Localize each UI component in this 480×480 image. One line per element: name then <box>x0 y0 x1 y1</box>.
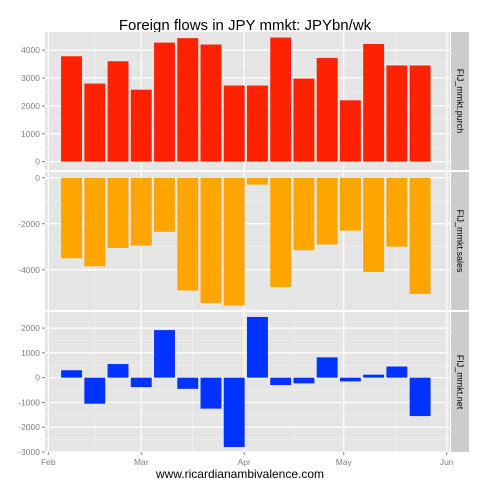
bar <box>154 177 175 232</box>
bar <box>84 377 106 404</box>
bar <box>223 177 245 306</box>
y-tick-label: -1000 <box>18 397 40 407</box>
bar <box>130 377 152 388</box>
bar <box>316 57 338 162</box>
bar <box>177 377 199 389</box>
bar <box>339 177 361 231</box>
y-tick-label: 1000 <box>21 348 40 358</box>
bar <box>61 56 83 162</box>
panel-2: -3000 -2000 -1000 0 1000 2000 FIJ_mmkt.net <box>18 312 469 457</box>
bar <box>247 177 268 185</box>
bar <box>177 38 199 162</box>
x-tick-label: May <box>336 457 353 467</box>
bar <box>386 177 408 247</box>
y-tick-label: -2000 <box>18 422 40 432</box>
bar <box>270 37 292 162</box>
y-tick-label: 2000 <box>21 323 40 333</box>
bar <box>247 85 268 162</box>
y-tick-label: 0 <box>35 157 40 167</box>
bar <box>154 330 175 378</box>
bar <box>130 177 152 246</box>
facet-strip <box>451 32 469 170</box>
bar <box>247 316 268 378</box>
bar <box>61 370 83 378</box>
bar <box>270 377 292 386</box>
panels: 0 1000 2000 3000 4000 FIJ_mmkt.purch -4000 -200… <box>18 32 469 457</box>
panel-1: -4000 -2000 0 FIJ_mmkt.sales <box>18 172 469 310</box>
bar <box>200 44 222 162</box>
bar <box>177 177 199 291</box>
y-tick-label: 2000 <box>21 101 40 111</box>
bar <box>409 65 431 162</box>
bar <box>363 43 385 162</box>
x-axis: Feb Mar Apr May Jun <box>41 452 454 467</box>
bar <box>386 366 408 378</box>
bar <box>107 364 129 378</box>
bar <box>293 177 315 251</box>
y-tick-label: 0 <box>35 173 40 183</box>
bar <box>61 177 83 259</box>
facet-strip-label: FIJ_mmkt.purch <box>455 69 465 134</box>
y-tick-label: 3000 <box>21 73 40 83</box>
bar <box>363 374 385 378</box>
bar <box>223 377 245 448</box>
bar <box>107 177 129 248</box>
bar <box>154 42 175 162</box>
facet-strip-label: FIJ_mmkt.sales <box>455 209 465 273</box>
y-tick-label: -2000 <box>18 219 40 229</box>
bar <box>84 83 106 162</box>
bar <box>130 89 152 162</box>
bar <box>270 177 292 287</box>
bar <box>293 78 315 162</box>
y-tick-label: 1000 <box>21 129 40 139</box>
chart-title: Foreign flows in JPY mmkt: JPYbn/wk <box>119 17 372 34</box>
bar <box>409 177 431 294</box>
bar <box>363 177 385 273</box>
bar <box>409 377 431 417</box>
bar <box>223 85 245 162</box>
y-tick-label: 0 <box>35 373 40 383</box>
bar <box>107 61 129 162</box>
x-tick-label: Jun <box>440 457 454 467</box>
facet-strip <box>451 312 469 452</box>
facet-strip-label: FIJ_mmkt.net <box>455 355 465 410</box>
x-tick-label: Apr <box>238 457 251 467</box>
bar <box>339 100 361 162</box>
x-tick-label: Feb <box>41 457 56 467</box>
x-tick-label: Mar <box>134 457 149 467</box>
bar <box>84 177 106 267</box>
panel-0: 0 1000 2000 3000 4000 FIJ_mmkt.purch <box>21 32 469 170</box>
bar <box>316 177 338 245</box>
bar <box>316 357 338 378</box>
bar <box>339 377 361 382</box>
y-tick-label: 4000 <box>21 45 40 55</box>
bar <box>386 65 408 162</box>
bar <box>200 377 222 409</box>
chart-caption: www.ricardianambivalence.com <box>155 467 324 480</box>
y-tick-label: -3000 <box>18 447 40 457</box>
bar <box>200 177 222 304</box>
facet-strip <box>451 172 469 310</box>
y-tick-label: -4000 <box>18 265 40 275</box>
bar <box>293 377 315 384</box>
